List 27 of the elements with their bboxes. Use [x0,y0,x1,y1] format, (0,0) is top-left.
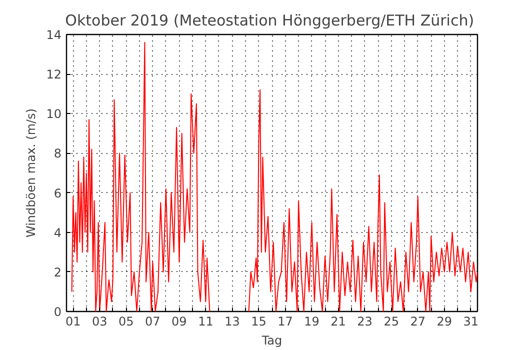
x-tick-label: 07 [145,314,160,328]
y-tick-label: 4 [54,226,62,240]
x-tick-label: 31 [463,314,479,328]
x-tick-label: 05 [118,314,134,328]
y-tick-label: 14 [46,28,62,42]
x-tick-label: 23 [357,314,372,328]
x-tick-label: 15 [251,314,266,328]
x-tick-label: 03 [92,314,108,328]
x-axis-title: Tag [260,334,282,348]
x-tick-label: 25 [384,314,399,328]
y-tick-label: 8 [54,146,62,161]
x-tick-label: 27 [410,314,426,328]
x-tick-label: 17 [278,314,293,328]
x-tick-label: 11 [198,314,214,328]
y-tick-label: 6 [54,186,62,200]
y-tick-label: 2 [54,265,62,280]
y-axis-title: Windböen max. (m/s) [24,108,38,238]
y-tick-label: 10 [46,107,62,122]
x-tick-label: 21 [330,314,346,328]
x-tick-label: 29 [436,314,452,328]
x-tick-label: 09 [172,314,187,328]
x-tick-label: 19 [304,314,320,328]
x-tick-label: 01 [65,314,81,328]
y-tick-label: 0 [54,305,62,319]
chart-title: Oktober 2019 (Meteostation Hönggerberg/ETH Zürich) [65,12,474,30]
x-tick-label: 13 [224,314,240,328]
y-tick-label: 12 [46,68,62,82]
